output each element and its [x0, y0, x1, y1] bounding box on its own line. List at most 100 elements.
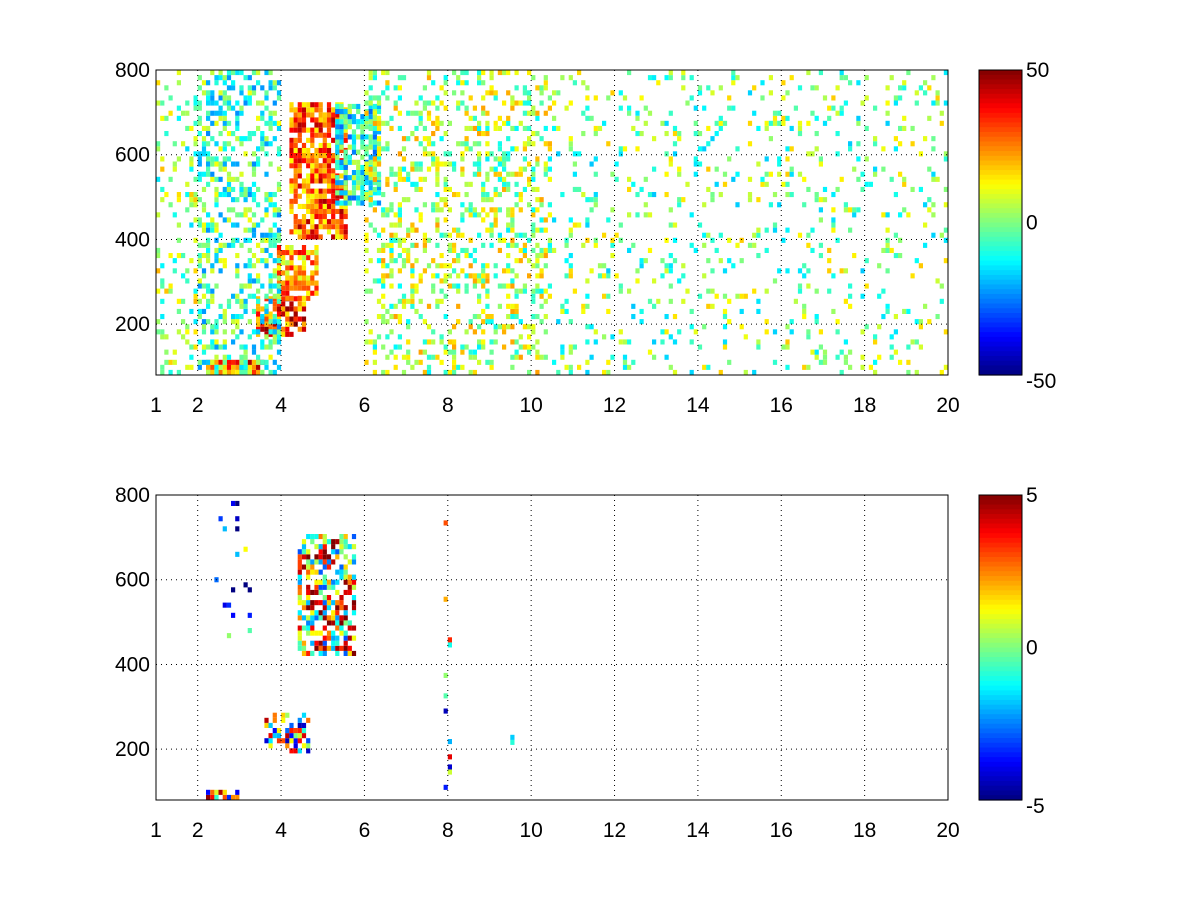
heatmap-cell	[510, 95, 515, 101]
heatmap-cell	[376, 129, 382, 135]
heatmap-cell	[306, 198, 311, 204]
heatmap-cell	[943, 100, 948, 106]
x-tick-label: 1	[150, 819, 162, 842]
heatmap-cell	[310, 270, 315, 276]
heatmap-cell	[943, 227, 948, 233]
heatmap-cell	[943, 156, 948, 162]
heatmap-cell	[272, 207, 277, 213]
heatmap-cell	[368, 144, 373, 150]
heatmap-cell	[210, 359, 215, 365]
heatmap-cell	[206, 115, 211, 121]
heatmap-cell	[752, 369, 757, 375]
heatmap-cell	[852, 212, 857, 218]
heatmap-cell	[923, 202, 928, 208]
heatmap-cell	[514, 202, 519, 208]
heatmap-cell	[326, 630, 332, 636]
heatmap-cell	[631, 314, 636, 320]
heatmap-cell	[210, 268, 215, 274]
heatmap-cell	[418, 217, 423, 223]
heatmap-cell	[218, 105, 223, 111]
colorbar-segment	[979, 761, 1022, 768]
heatmap-cell	[193, 217, 198, 223]
heatmap-cell	[372, 156, 377, 162]
heatmap-cell	[272, 717, 277, 723]
heatmap-cell	[310, 615, 315, 621]
heatmap-cell	[293, 306, 298, 312]
heatmap-cell	[360, 170, 365, 176]
heatmap-cell	[297, 117, 302, 123]
heatmap-cell	[222, 602, 227, 608]
heatmap-cell	[547, 95, 552, 101]
heatmap-cell	[727, 298, 732, 304]
heatmap-cell	[568, 232, 573, 238]
heatmap-cell	[231, 500, 236, 506]
heatmap-cell	[281, 738, 286, 744]
heatmap-cell	[785, 181, 790, 187]
heatmap-cell	[326, 620, 332, 626]
heatmap-cell	[201, 324, 207, 330]
heatmap-cell	[443, 131, 448, 137]
heatmap-cell	[272, 329, 277, 335]
heatmap-cell	[452, 161, 457, 167]
heatmap-cell	[289, 142, 294, 148]
heatmap-cell	[193, 176, 198, 182]
heatmap-cell	[314, 260, 319, 266]
heatmap-cell	[326, 112, 332, 118]
heatmap-cell	[539, 90, 544, 96]
heatmap-cell	[256, 186, 261, 192]
heatmap-cell	[268, 339, 273, 345]
heatmap-cell	[335, 183, 340, 189]
heatmap-cell	[906, 359, 911, 365]
heatmap-cell	[339, 139, 344, 145]
heatmap-cell	[314, 132, 319, 138]
heatmap-cell	[514, 273, 519, 279]
heatmap-cell	[339, 109, 344, 115]
heatmap-cell	[239, 314, 244, 320]
heatmap-cell	[260, 110, 265, 116]
heatmap-cell	[297, 549, 302, 555]
colorbar-frame	[978, 494, 1023, 801]
heatmap-cell	[343, 615, 348, 621]
heatmap-cell	[443, 344, 448, 350]
heatmap-cell	[310, 589, 315, 595]
heatmap-cell	[564, 105, 569, 111]
colorbar-segment	[979, 533, 1022, 539]
heatmap-cell	[239, 90, 244, 96]
heatmap-cell	[497, 70, 502, 76]
heatmap-cell	[206, 227, 211, 233]
heatmap-cell	[843, 100, 848, 106]
x-tick-label: 18	[853, 819, 876, 842]
heatmap-cell	[485, 110, 490, 116]
heatmap-cell	[206, 247, 211, 253]
heatmap-cell	[522, 125, 527, 131]
heatmap-cell	[697, 222, 703, 228]
heatmap-cell	[397, 253, 402, 259]
heatmap-cell	[414, 125, 419, 131]
heatmap-cell	[226, 156, 232, 162]
heatmap-cell	[518, 232, 523, 238]
heatmap-cell	[864, 283, 869, 289]
heatmap-cell	[256, 321, 261, 327]
heatmap-cell	[235, 359, 240, 365]
heatmap-cell	[197, 100, 202, 106]
heatmap-cell	[272, 293, 277, 299]
heatmap-cell	[531, 298, 536, 304]
heatmap-cell	[268, 242, 273, 248]
heatmap-cell	[397, 85, 402, 91]
heatmap-cell	[231, 161, 236, 167]
heatmap-cell	[843, 339, 848, 345]
heatmap-cell	[172, 166, 177, 172]
heatmap-cell	[214, 202, 219, 208]
heatmap-cell	[331, 219, 336, 225]
heatmap-cell	[593, 202, 598, 208]
heatmap-cell	[376, 154, 382, 160]
heatmap-cell	[272, 712, 277, 718]
heatmap-cell	[477, 359, 482, 365]
heatmap-cell	[156, 253, 161, 259]
heatmap-cell	[756, 298, 761, 304]
heatmap-cell	[564, 308, 569, 314]
heatmap-cell	[289, 107, 294, 113]
heatmap-cell	[301, 743, 307, 749]
heatmap-cell	[376, 161, 382, 167]
heatmap-cell	[864, 156, 869, 162]
